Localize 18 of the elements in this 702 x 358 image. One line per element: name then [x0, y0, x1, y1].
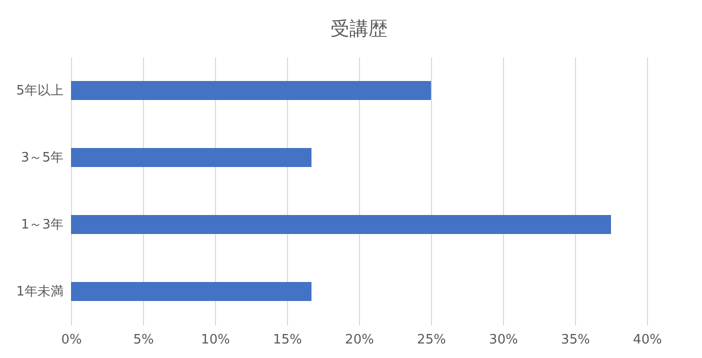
y-tick-label: 3～5年 [20, 150, 64, 166]
y-tick-label: 5年以上 [16, 84, 64, 98]
chart-title: 受講歴 [330, 18, 388, 40]
bar [71, 215, 611, 234]
bar [71, 81, 431, 100]
bar [71, 148, 312, 167]
x-tick-label: 25% [417, 332, 446, 348]
x-tick-label: 40% [633, 332, 662, 348]
y-tick-label: 1年未満 [16, 284, 64, 300]
x-tick-label: 30% [489, 332, 518, 348]
x-tick-label: 20% [345, 332, 374, 348]
x-tick-label: 35% [561, 332, 590, 348]
x-tick-label: 0% [61, 332, 82, 348]
x-tick-label: 10% [201, 332, 230, 348]
x-tick-label: 15% [273, 332, 302, 348]
x-tick-label: 5% [133, 332, 154, 348]
y-tick-label: 1～3年 [20, 218, 64, 232]
bar [71, 282, 312, 301]
